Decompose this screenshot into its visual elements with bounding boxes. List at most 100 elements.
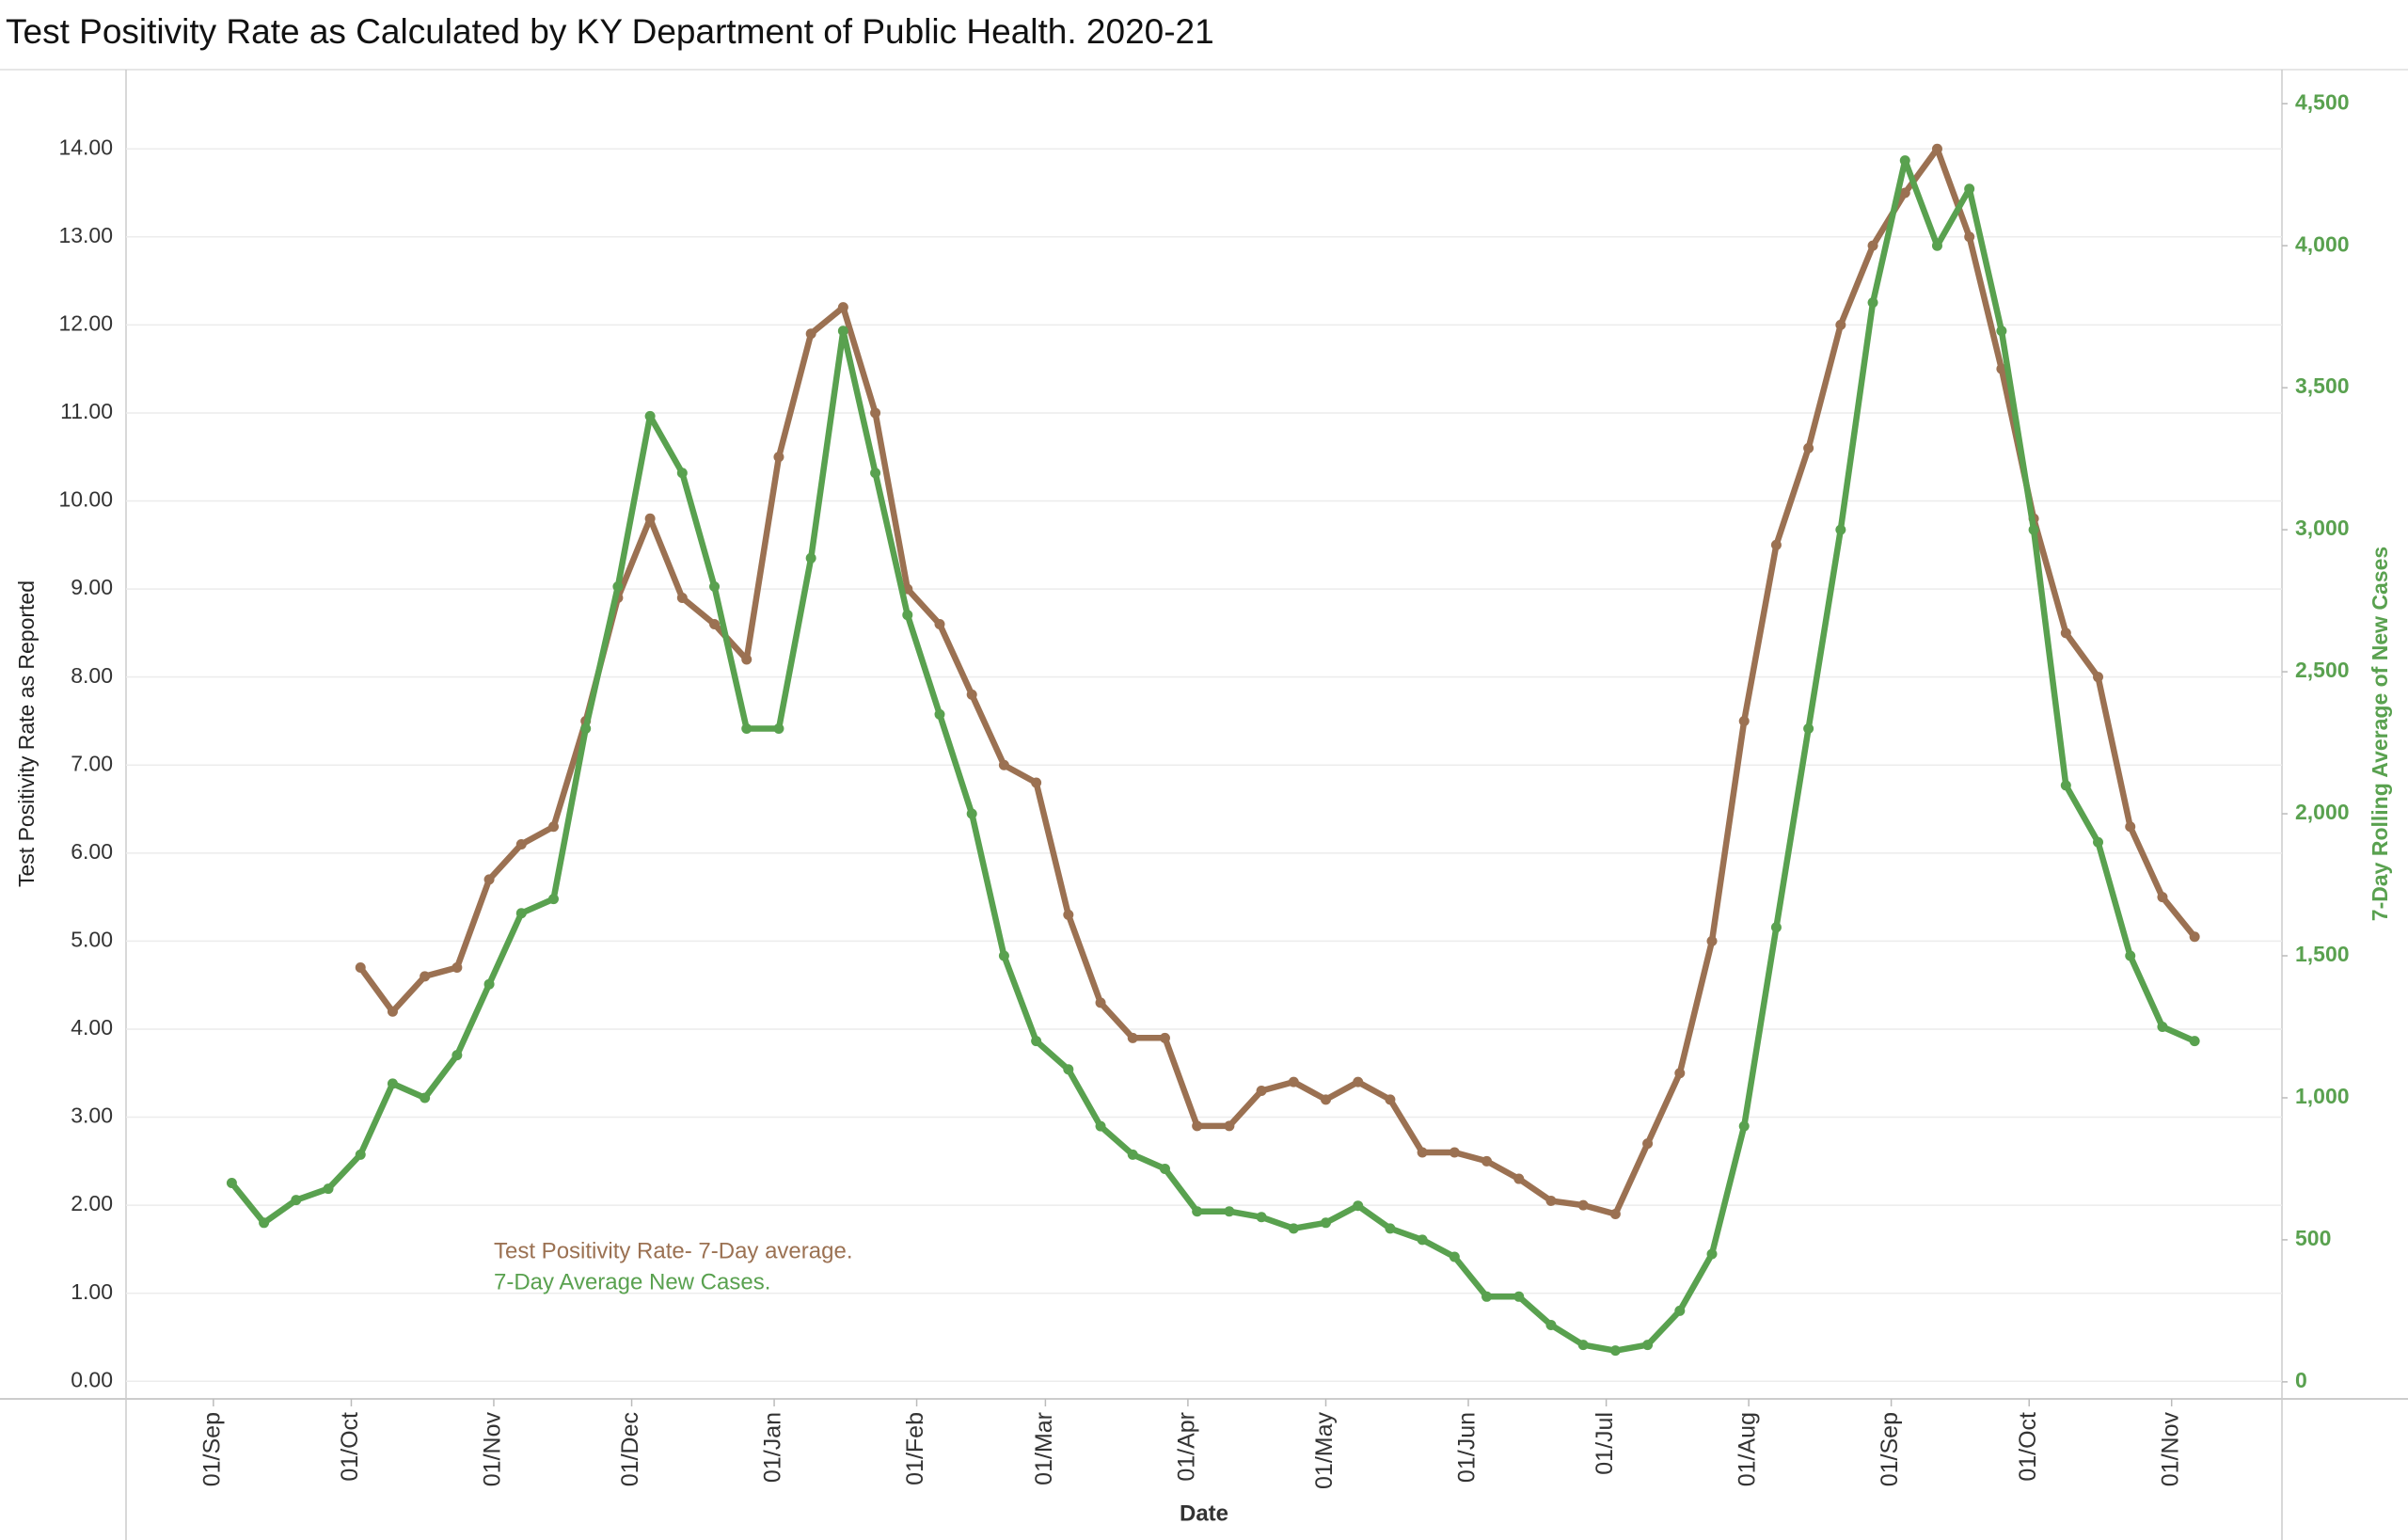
data-point	[1159, 1163, 1170, 1174]
x-tick-label: 01/Jul	[1592, 1412, 1618, 1475]
y-tick-label: 2.00	[71, 1191, 113, 1215]
data-point	[709, 581, 721, 592]
data-point	[1288, 1076, 1299, 1088]
y-tick-label: 10.00	[58, 487, 113, 512]
data-point	[1867, 297, 1878, 309]
data-point	[644, 513, 656, 524]
x-tick-label: 01/Feb	[902, 1412, 928, 1485]
data-point	[709, 619, 721, 630]
data-point	[934, 619, 945, 630]
x-tick-label: 01/Apr	[1174, 1412, 1200, 1482]
x-tick-label: 01/Aug	[1735, 1412, 1761, 1486]
legend-label: Test Positivity Rate- 7-Day average.	[494, 1238, 852, 1263]
data-point	[773, 722, 784, 734]
data-point	[452, 961, 463, 973]
data-point	[483, 978, 495, 990]
data-point	[1803, 442, 1814, 453]
data-point	[452, 1050, 463, 1061]
data-point	[1513, 1173, 1525, 1184]
x-tick-label: 01/Sep	[198, 1412, 225, 1486]
data-point	[259, 1217, 270, 1229]
data-point	[1159, 1032, 1170, 1043]
data-point	[1192, 1206, 1203, 1217]
data-point	[1835, 524, 1846, 535]
data-point	[1385, 1094, 1396, 1105]
data-point	[1417, 1234, 1428, 1246]
data-point	[998, 950, 1009, 961]
x-axis-label: Date	[1180, 1500, 1228, 1526]
data-point	[870, 468, 881, 479]
series-line	[229, 157, 2198, 1354]
data-point	[1353, 1076, 1364, 1088]
data-point	[1996, 325, 2007, 337]
y2-tick-label: 500	[2295, 1226, 2331, 1250]
data-point	[1577, 1340, 1589, 1351]
y-tick-label: 7.00	[71, 751, 113, 775]
data-point	[1706, 935, 1718, 946]
y-tick-label: 6.00	[71, 839, 113, 864]
data-point	[1835, 319, 1846, 330]
data-point	[612, 581, 624, 592]
data-point	[676, 592, 688, 603]
data-point	[1256, 1212, 1267, 1223]
y2-tick-label: 4,500	[2295, 89, 2350, 114]
y-tick-label: 4.00	[71, 1015, 113, 1040]
data-point	[1224, 1120, 1235, 1132]
data-point	[1899, 155, 1910, 167]
data-point	[1964, 231, 1975, 243]
data-point	[1095, 1120, 1106, 1132]
data-point	[1095, 997, 1106, 1008]
data-point	[1192, 1120, 1203, 1132]
data-point	[2189, 1036, 2200, 1047]
data-point	[387, 1078, 398, 1089]
legend-label: 7-Day Average New Cases.	[494, 1269, 770, 1294]
x-tick-label: 01/Jan	[760, 1412, 786, 1483]
data-point	[870, 407, 881, 419]
data-point	[644, 410, 656, 421]
x-tick-label: 01/Nov	[480, 1412, 506, 1487]
y-tick-label: 0.00	[71, 1367, 113, 1391]
data-point	[1642, 1138, 1654, 1150]
data-point	[2093, 672, 2104, 683]
data-point	[515, 908, 527, 919]
data-point	[741, 722, 752, 734]
data-point	[805, 328, 816, 340]
data-point	[1063, 909, 1074, 920]
data-point	[1513, 1291, 1525, 1302]
y2-tick-label: 1,000	[2295, 1084, 2350, 1108]
x-tick-label: 01/Sep	[1877, 1412, 1903, 1486]
data-point	[1738, 1120, 1750, 1132]
y2-tick-label: 2,000	[2295, 800, 2350, 824]
data-point	[1385, 1223, 1396, 1234]
y-axis-label: Test Positivity Rate as Reported	[14, 580, 39, 887]
data-point	[837, 302, 848, 313]
y2-axis-label: 7-Day Rolling Average of New Cases	[2368, 547, 2392, 921]
data-point	[934, 708, 945, 720]
data-point	[1609, 1345, 1621, 1357]
y2-tick-label: 0	[2295, 1368, 2307, 1392]
data-point	[1642, 1340, 1654, 1351]
y2-tick-label: 3,000	[2295, 516, 2350, 540]
data-point	[1577, 1199, 1589, 1211]
data-point	[515, 838, 527, 849]
data-point	[773, 452, 784, 463]
data-point	[1545, 1195, 1557, 1206]
data-point	[1449, 1147, 1460, 1158]
data-point	[1867, 240, 1878, 251]
y-tick-label: 14.00	[58, 135, 113, 159]
data-point	[226, 1178, 237, 1189]
data-point	[1899, 187, 1910, 198]
y2-tick-label: 3,500	[2295, 373, 2350, 398]
data-point	[805, 552, 816, 564]
data-point	[1964, 183, 1975, 195]
y2-tick-label: 2,500	[2295, 658, 2350, 682]
y2-tick-label: 1,500	[2295, 942, 2350, 966]
data-point	[2028, 524, 2039, 535]
data-point	[1706, 1248, 1718, 1260]
x-tick-label: 01/Oct	[337, 1412, 363, 1482]
data-point	[580, 722, 592, 734]
data-point	[1224, 1206, 1235, 1217]
data-point	[2093, 836, 2104, 848]
y-tick-label: 11.00	[60, 399, 113, 423]
